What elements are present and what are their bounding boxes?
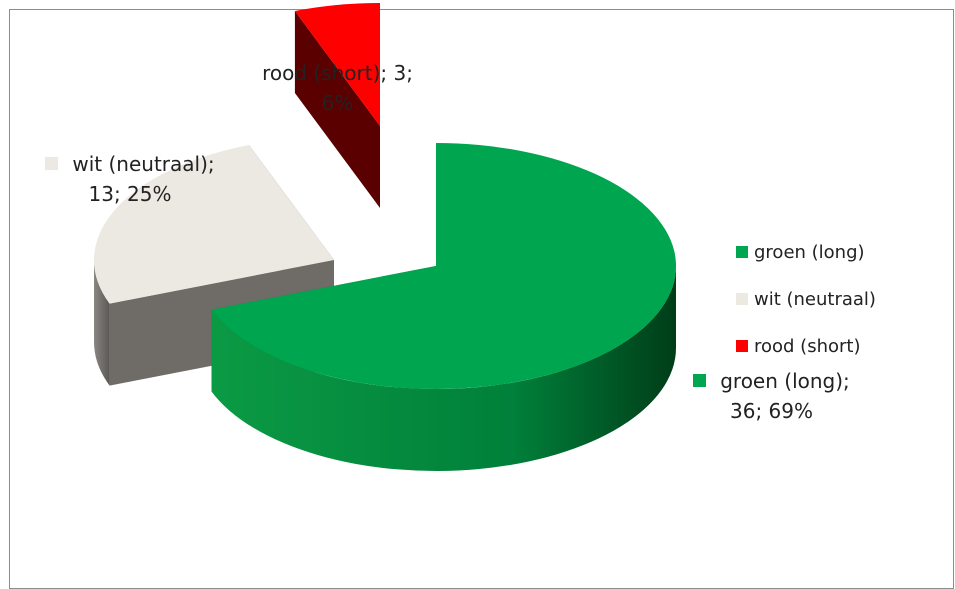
data-label-wit-text-1: wit (neutraal); [72,152,215,176]
data-label-rood-line-2: 6% [321,91,354,115]
data-label-wit: wit (neutraal); 13; 25% [25,149,235,209]
legend-label-rood: rood (short) [754,336,861,357]
data-label-groen-line-2: 36; 69% [730,399,813,423]
pie-slice-groen-top [211,143,677,389]
data-label-groen: groen (long); 36; 69% [674,366,869,426]
pie-slice-rood-wall-1 [294,11,380,208]
data-label-wit-line-2: 13; 25% [88,182,172,206]
pie-slice-groen [211,143,677,471]
chart-legend: groen (long) wit (neutraal) rood (short) [736,238,876,379]
data-label-groen-text-1: groen (long); [720,369,850,393]
pie-slice-wit-side-1 [94,260,110,386]
legend-item-groen: groen (long) [736,238,876,285]
pie-chart [94,3,677,471]
data-label-rood-line-1: rood (short); 3; [262,61,413,85]
legend-swatch-rood [736,340,748,352]
data-label-groen-line-1: groen (long); [674,366,869,396]
legend-swatch-wit [736,293,748,305]
pie-slice-rood-top [294,3,380,126]
pie-slice-wit-top [94,145,334,304]
data-label-wit-line-1: wit (neutraal); [25,149,235,179]
legend-item-wit: wit (neutraal) [736,285,876,332]
legend-label-groen: groen (long) [754,242,865,263]
pie-slice-rood [294,3,380,208]
legend-item-rood: rood (short) [736,332,876,379]
pie-slice-groen-side-1 [211,266,676,471]
legend-swatch-groen [736,246,748,258]
data-label-groen-key [693,374,707,387]
legend-label-wit: wit (neutraal) [754,289,876,310]
data-label-wit-key [45,157,59,170]
data-label-rood: rood (short); 3; 6% [250,58,425,118]
